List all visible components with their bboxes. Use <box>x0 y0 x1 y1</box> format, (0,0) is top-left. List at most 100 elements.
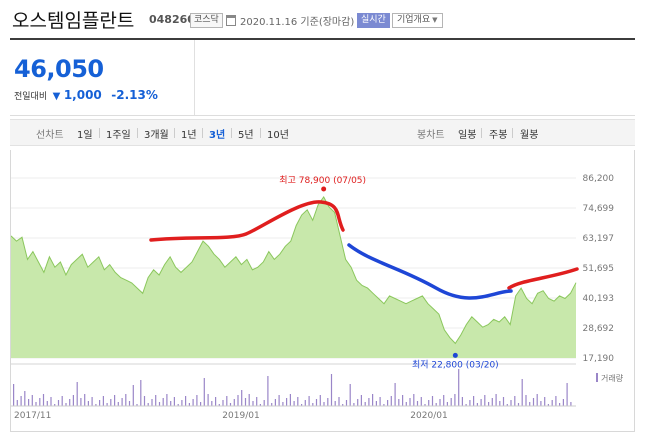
volume-bar <box>46 401 48 406</box>
volume-bar <box>364 402 366 406</box>
volume-bar <box>31 395 33 406</box>
volume-bar <box>566 383 568 406</box>
volume-bar <box>547 404 549 406</box>
market-badge: 코스닥 <box>190 13 223 28</box>
volume-bar <box>409 398 411 406</box>
volume-bar <box>237 395 239 406</box>
company-overview-dropdown[interactable]: 기업개요 ▼ <box>392 13 443 28</box>
trend-line-red <box>507 267 579 290</box>
candle-chart-label: 봉차트 <box>417 130 445 141</box>
change-percent: -2.13% <box>111 88 158 102</box>
divider <box>231 128 232 138</box>
volume-bar <box>379 397 381 406</box>
volume-bar <box>450 398 452 406</box>
volume-bar <box>140 380 142 406</box>
volume-bar <box>431 396 434 406</box>
period-3y[interactable]: 3년 <box>209 130 226 141</box>
volume-bar <box>510 400 512 406</box>
volume-bar <box>491 398 493 406</box>
candle-daily[interactable]: 일봉 <box>458 130 477 141</box>
volume-bar <box>76 382 78 406</box>
volume-bar <box>155 395 157 406</box>
volume-bar <box>173 397 175 406</box>
x-axis-ticks: 2017/11 2019/01 2020/01 <box>14 411 448 421</box>
volume-bar <box>338 397 340 406</box>
volume-bar <box>207 394 209 406</box>
volume-bar <box>345 400 348 406</box>
volume-bar <box>110 399 112 406</box>
volume-bar <box>465 404 467 406</box>
volume-bar <box>132 385 134 406</box>
volume-bar <box>368 398 370 406</box>
volume-bar <box>458 369 460 406</box>
period-10y[interactable]: 10년 <box>267 130 289 141</box>
volume-bar <box>263 400 265 406</box>
period-1w[interactable]: 1주일 <box>106 130 131 141</box>
high-label: 최고 78,900 (07/05) <box>279 175 366 186</box>
candle-monthly[interactable]: 월봉 <box>520 130 539 141</box>
volume-legend: 거래량 <box>601 373 624 383</box>
stock-name[interactable]: 오스템임플란트 <box>12 10 135 32</box>
period-1d[interactable]: 1일 <box>77 130 93 141</box>
down-arrow-icon: ▼ <box>52 91 61 102</box>
line-chart-label: 선차트 <box>36 130 64 141</box>
divider <box>137 128 138 138</box>
volume-bar <box>271 403 273 406</box>
price-change-row: 전일대비 ▼ 1,000 -2.13% <box>14 88 158 102</box>
header-divider <box>10 38 635 40</box>
y-tick-label: 40,193 <box>583 294 615 304</box>
realtime-button[interactable]: 실시간 <box>357 13 390 28</box>
volume-bar <box>54 404 56 406</box>
volume-bar <box>244 398 247 406</box>
volume-bar <box>529 402 531 406</box>
volume-bar <box>136 404 138 406</box>
volume-bar <box>304 400 306 406</box>
volume-bar <box>443 395 445 406</box>
volume-bar <box>72 395 74 406</box>
volume-bar <box>252 401 254 406</box>
volume-bar <box>342 404 344 406</box>
volume-bar <box>102 396 104 406</box>
price-line <box>10 196 577 345</box>
volume-bar <box>416 401 419 406</box>
divider <box>99 128 100 138</box>
volume-bar <box>353 403 355 406</box>
stock-code: 048260 <box>149 13 195 26</box>
change-label: 전일대비 <box>14 92 48 102</box>
volume-bar <box>499 401 501 406</box>
volume-bar <box>514 396 516 406</box>
low-label: 최저 22,800 (03/20) <box>412 359 499 370</box>
y-tick-label: 74,699 <box>583 204 615 214</box>
volume-bar <box>143 396 146 406</box>
period-3m[interactable]: 3개월 <box>144 130 169 141</box>
volume-bar <box>402 395 404 406</box>
volume-bar <box>334 401 336 406</box>
volume-bar <box>521 379 523 406</box>
volume-bar <box>166 394 168 406</box>
volume-bar <box>506 404 508 406</box>
period-5y[interactable]: 5년 <box>238 130 254 141</box>
y-tick-label: 28,692 <box>583 324 615 334</box>
volume-bar <box>106 403 108 406</box>
volume-bar <box>297 397 299 406</box>
volume-bar <box>87 401 89 406</box>
candle-weekly[interactable]: 주봉 <box>489 130 508 141</box>
volume-bar <box>128 401 131 406</box>
volume-bar <box>495 394 497 406</box>
volume-bar <box>200 402 202 406</box>
volume-bar <box>405 402 407 406</box>
date-text: 2020.11.16 기준(장마감) <box>240 17 355 28</box>
volume-bar <box>383 404 385 406</box>
volume-bar <box>211 401 213 406</box>
trend-line-red <box>149 200 345 242</box>
volume-bar <box>95 404 97 406</box>
volume-bar <box>484 395 486 406</box>
volume-bar <box>80 398 82 406</box>
volume-bar <box>454 394 456 406</box>
volume-bar <box>390 396 392 406</box>
volume-bar <box>84 394 86 406</box>
volume-bar <box>196 395 198 406</box>
volume-bar <box>480 399 482 406</box>
period-1y[interactable]: 1년 <box>181 130 197 141</box>
volume-bar <box>488 402 490 406</box>
